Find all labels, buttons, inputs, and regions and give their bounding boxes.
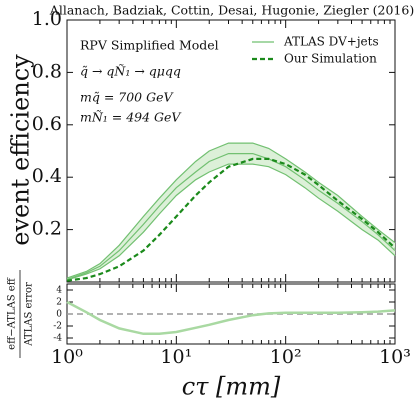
annotation: RPV Simplified Model xyxy=(80,38,219,53)
annotation: q̃ → qÑ₁ → qμqq xyxy=(80,64,181,79)
x-tick-label: 10³ xyxy=(379,346,411,368)
line xyxy=(66,300,396,336)
x-axis-label: cτ [mm] xyxy=(182,373,281,401)
line xyxy=(66,157,396,282)
residual-label-bottom: ATLAS error xyxy=(24,282,35,347)
band-edge xyxy=(66,163,396,281)
y-tick-label: 4 xyxy=(56,286,62,296)
annotation: mÑ₁ = 494 GeV xyxy=(80,110,182,125)
y-tick-label: -4 xyxy=(53,334,62,344)
x-tick-label: 10² xyxy=(270,346,302,368)
x-tick-label: 10¹ xyxy=(160,346,192,368)
y-tick-label: 0.8 xyxy=(32,60,62,82)
plot-frame xyxy=(66,19,396,283)
x-tick-label: 10⁰ xyxy=(51,346,83,368)
chart-title: Allanach, Badziak, Cottin, Desai, Hugoni… xyxy=(49,3,414,18)
y-tick-label: 1.0 xyxy=(32,8,62,30)
y-tick-label: 0 xyxy=(56,310,62,320)
y-tick-label: 0.6 xyxy=(32,113,62,135)
y-tick-label: 2 xyxy=(56,298,62,308)
legend-label: ATLAS DV+jets xyxy=(283,35,379,49)
residual-label-top: eff−ATLAS eff xyxy=(7,277,18,350)
line xyxy=(66,153,396,280)
annotation: mq̃ = 700 GeV xyxy=(80,90,174,105)
legend-label: Our Simulation xyxy=(284,52,377,66)
y-tick-label: 0.2 xyxy=(32,218,62,240)
y-tick-label: 0.4 xyxy=(32,165,62,187)
y-tick-label: -2 xyxy=(53,322,62,332)
band-edge xyxy=(66,142,396,279)
y-axis-label: event efficiency xyxy=(7,54,35,246)
